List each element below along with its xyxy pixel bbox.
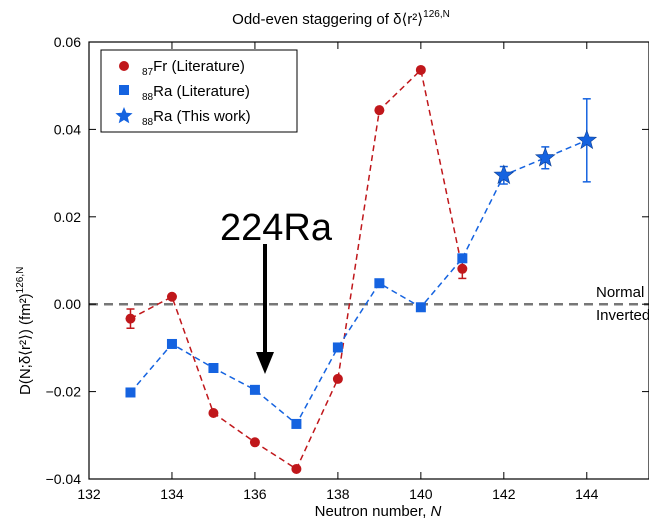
data-point [125,387,136,398]
legend-label-ra-lit: 88Ra (Literature) [142,83,250,103]
y-tick-label: −0.02 [46,384,82,400]
legend-fr-name: Fr (Literature) [153,58,245,75]
chart-title-superscript: 126,N [423,9,450,20]
x-tick-label: 132 [77,486,101,502]
data-point [125,313,136,324]
series-line-1 [129,257,463,426]
legend-ra-lit-name: Ra (Literature) [153,83,250,100]
legend-box [100,49,298,133]
axes-layer: 132 134 136 138 140 142 144 −0.04 −0.02 0.00 0.02 0… [46,34,649,502]
chart-title-main: Odd-even staggering of δ⟨r²⟩ [232,11,423,28]
data-point [332,342,343,353]
legend-item-ra-lit: 88Ra (Literature) [119,83,250,103]
legend: 87Fr (Literature) 88Ra (Literature) 88Ra… [100,49,298,133]
legend-fr-sub: 87 [142,67,154,78]
data-point [493,164,515,185]
data-point [249,384,260,395]
data-point [291,463,302,474]
y-axis-title: D(N;δ⟨r²⟩) (fm²)126,N [15,267,34,395]
data-point [534,146,556,167]
series-line-2 [461,139,588,259]
series-layer [125,64,598,474]
x-axis-title-main: Neutron number, [315,503,431,520]
data-point [166,291,177,302]
y-axis-title-main: D(N;δ⟨r²⟩) (fm²) [17,293,34,395]
data-point [374,278,385,289]
y-tick-label: 0.00 [54,296,81,312]
x-tick-label: 144 [575,486,599,502]
legend-label-ra-this: 88Ra (This work) [142,108,251,128]
y-tick-label: 0.06 [54,34,81,50]
data-point [457,263,468,274]
data-point [208,363,219,374]
x-tick-label: 134 [160,486,184,502]
series-1 [125,253,468,429]
y-axis-title-superscript: 126,N [15,267,26,294]
data-point [415,302,426,313]
y-tick-label: −0.04 [46,471,82,487]
data-point [166,338,177,349]
legend-ra-this-name: Ra (This work) [153,108,251,125]
x-tick-label: 140 [409,486,433,502]
data-point [291,418,302,429]
series-2 [461,98,598,259]
legend-ra-this-sub: 88 [142,117,154,128]
data-point [208,408,219,419]
chart-title: Odd-even staggering of δ⟨r²⟩126,N [232,9,450,28]
x-axis-title: Neutron number, N [315,503,442,520]
legend-marker-ra-lit [119,85,129,95]
data-point [374,105,385,116]
annotation-label: 224Ra [220,207,333,249]
x-tick-label: 138 [326,486,350,502]
annotation: 224Ra [220,207,333,374]
legend-item-fr: 87Fr (Literature) [119,58,245,78]
data-point [576,129,598,150]
reference-layer: Normal Inverted [89,284,649,324]
legend-ra-lit-sub: 88 [142,92,154,103]
legend-marker-fr [119,61,129,71]
data-point [332,373,343,384]
y-tick-label: 0.02 [54,209,81,225]
x-tick-label: 142 [492,486,516,502]
y-tick-label: 0.04 [54,121,81,137]
legend-marker-ra-this [115,107,133,124]
reference-label-normal: Normal [596,284,644,301]
data-point [415,64,426,75]
x-axis-title-var: N [431,503,442,520]
annotation-arrow-head [256,352,274,374]
legend-label-fr: 87Fr (Literature) [142,58,245,78]
x-tick-label: 136 [243,486,267,502]
reference-label-inverted: Inverted [596,307,649,324]
legend-item-ra-this: 88Ra (This work) [115,107,251,128]
data-point [249,437,260,448]
plot-frame [88,41,649,480]
